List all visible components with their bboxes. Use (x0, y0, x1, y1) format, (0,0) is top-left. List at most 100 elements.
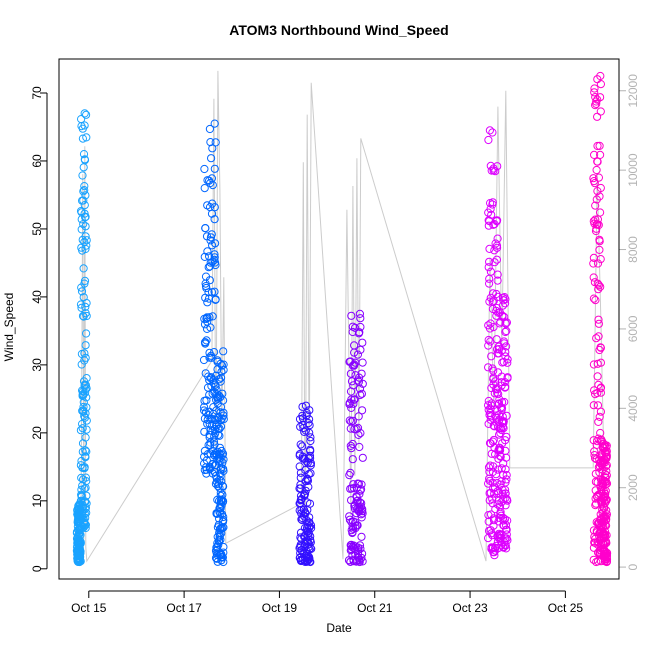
data-point (200, 252, 209, 261)
data-point (497, 530, 506, 539)
y2-tick-label: 0 (626, 563, 640, 570)
data-point (345, 471, 354, 480)
data-point (492, 255, 501, 264)
data-point (77, 287, 87, 296)
data-point (210, 348, 219, 357)
data-point (79, 402, 88, 412)
data-point (594, 285, 603, 294)
data-point (300, 490, 309, 499)
data-point (496, 452, 505, 461)
data-point (77, 491, 86, 500)
data-point (501, 327, 510, 337)
data-point (200, 403, 209, 412)
data-point (210, 203, 219, 212)
data-point (206, 236, 215, 245)
data-point (82, 329, 91, 338)
data-point (493, 465, 502, 474)
data-point (501, 521, 511, 530)
data-point (348, 439, 357, 449)
y-tick-label: 20 (30, 426, 44, 440)
data-point (76, 426, 86, 435)
data-point (589, 253, 599, 262)
data-point (80, 412, 89, 421)
data-point (301, 509, 310, 518)
data-point (296, 484, 305, 493)
data-point (201, 463, 211, 472)
data-point (602, 551, 611, 561)
data-point (591, 93, 600, 102)
data-point (494, 399, 504, 408)
data-point (486, 412, 495, 421)
data-point (486, 319, 495, 328)
data-point (589, 259, 598, 268)
data-point (214, 457, 223, 466)
data-point (591, 469, 600, 478)
data-point (358, 453, 367, 462)
data-point (485, 476, 494, 485)
data-point (73, 556, 82, 566)
data-point (488, 128, 497, 137)
data-point (356, 314, 365, 323)
data-point (304, 454, 313, 463)
data-point (82, 477, 91, 486)
data-point (497, 541, 506, 550)
y-tick-label: 50 (30, 222, 44, 236)
data-point (600, 555, 610, 564)
data-point (303, 556, 312, 566)
secondary-series-line (80, 70, 606, 564)
data-point (490, 258, 499, 267)
series-4 (344, 309, 367, 567)
data-point (489, 166, 498, 175)
data-point (350, 425, 359, 434)
data-point (484, 208, 493, 217)
data-point (79, 502, 88, 512)
data-point (206, 138, 215, 147)
data-point (591, 296, 600, 305)
data-point (502, 495, 511, 504)
series-5 (484, 126, 512, 560)
data-point (591, 101, 600, 110)
data-point (499, 417, 508, 426)
data-point (79, 391, 88, 400)
data-point (498, 312, 507, 321)
data-point (78, 447, 87, 456)
data-point (488, 364, 497, 373)
data-point (82, 236, 91, 245)
data-point (352, 557, 361, 566)
data-point (494, 390, 503, 399)
data-point (303, 537, 312, 546)
data-point (355, 384, 365, 393)
data-point (356, 429, 365, 438)
data-point (593, 215, 603, 224)
data-point (216, 422, 226, 431)
data-point (304, 555, 313, 564)
data-point (79, 150, 89, 159)
data-point (486, 161, 495, 170)
series-3 (295, 401, 316, 567)
series-1 (72, 109, 91, 567)
data-point (81, 302, 90, 311)
x-tick-label: Oct 17 (166, 601, 202, 615)
y-tick-label: 70 (30, 86, 44, 100)
data-point (219, 347, 228, 356)
data-point (303, 474, 312, 483)
data-point (500, 383, 510, 392)
data-point (200, 164, 209, 174)
data-point (484, 419, 493, 428)
data-point (200, 184, 209, 193)
data-point (206, 178, 215, 188)
data-point (80, 381, 89, 390)
data-point (596, 383, 606, 392)
data-point (205, 262, 214, 271)
data-point (599, 551, 608, 560)
data-point (77, 225, 86, 234)
data-point (503, 373, 512, 382)
data-point (304, 482, 313, 492)
data-point (485, 439, 495, 448)
data-point (205, 124, 214, 134)
data-point (201, 408, 211, 417)
data-point (590, 150, 599, 159)
data-point (354, 506, 364, 515)
data-point (218, 496, 227, 505)
data-point (215, 536, 224, 545)
